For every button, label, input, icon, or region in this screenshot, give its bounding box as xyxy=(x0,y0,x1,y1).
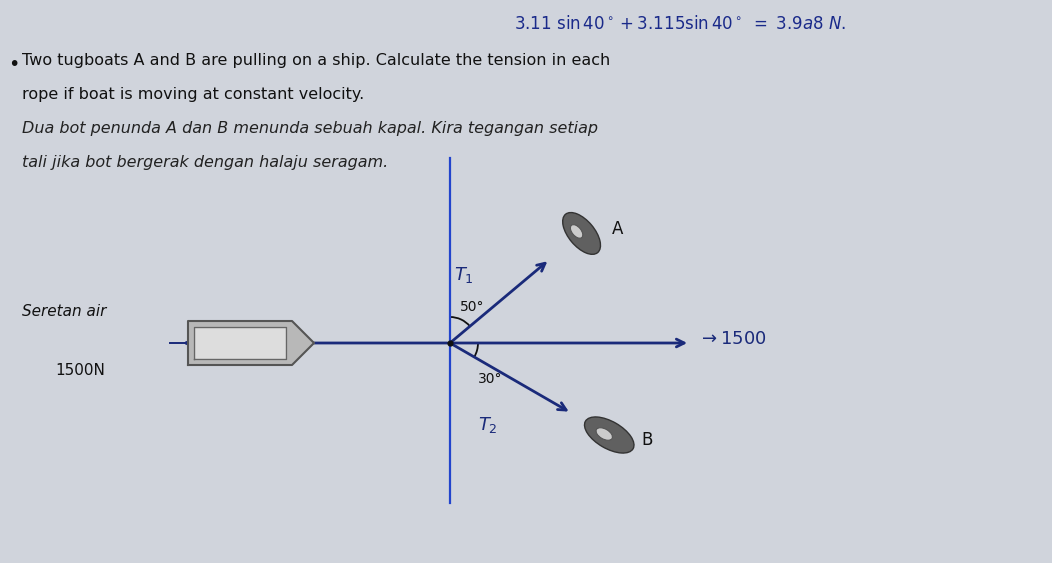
Text: $3.11\ \sin40^\circ + 3.115\sin40^\circ\ =\ 3.9a8\ N.$: $3.11\ \sin40^\circ + 3.115\sin40^\circ\… xyxy=(513,15,846,33)
Text: $T_2$: $T_2$ xyxy=(478,415,498,435)
Text: Two tugboats A and B are pulling on a ship. Calculate the tension in each: Two tugboats A and B are pulling on a sh… xyxy=(22,53,610,68)
Text: •: • xyxy=(8,55,19,74)
Text: tali jika bot bergerak dengan halaju seragam.: tali jika bot bergerak dengan halaju ser… xyxy=(22,155,388,170)
Polygon shape xyxy=(194,327,286,359)
Ellipse shape xyxy=(585,417,634,453)
Text: Seretan air: Seretan air xyxy=(22,303,106,319)
Text: 1500N: 1500N xyxy=(55,363,105,378)
Text: A: A xyxy=(611,221,623,239)
Ellipse shape xyxy=(570,225,583,238)
Text: 1500: 1500 xyxy=(226,330,264,344)
Text: Dua bot penunda A dan B menunda sebuah kapal. Kira tegangan setiap: Dua bot penunda A dan B menunda sebuah k… xyxy=(22,121,598,136)
Text: 50°: 50° xyxy=(460,300,485,314)
Text: rope if boat is moving at constant velocity.: rope if boat is moving at constant veloc… xyxy=(22,87,364,102)
Polygon shape xyxy=(188,321,313,365)
Text: B: B xyxy=(642,431,652,449)
Ellipse shape xyxy=(596,428,612,440)
Ellipse shape xyxy=(563,213,601,254)
Text: $T_1$: $T_1$ xyxy=(454,265,473,285)
Text: 30°: 30° xyxy=(478,372,503,386)
Text: $\rightarrow 1500$: $\rightarrow 1500$ xyxy=(697,330,767,348)
